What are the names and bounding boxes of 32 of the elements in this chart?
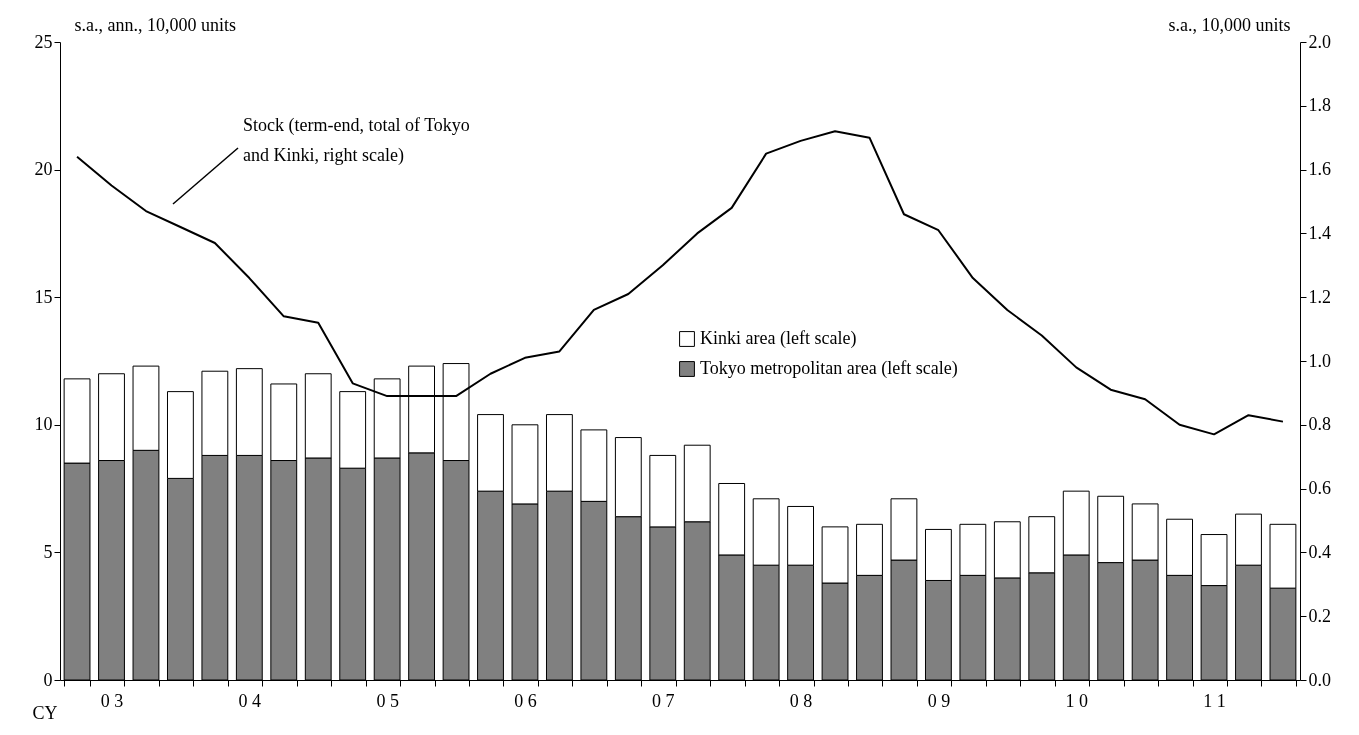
legend-label: Kinki area (left scale)	[700, 328, 857, 349]
x-tick-label: 0 4	[238, 690, 262, 711]
annotation: Stock (term-end, total of Tokyo and Kinki, right scale)	[243, 115, 470, 166]
y2-tick-label: 1.0	[1308, 350, 1331, 371]
y-tick-label: 10	[34, 414, 53, 435]
y-tick-label: 25	[34, 31, 53, 52]
y2-axis-title: s.a., 10,000 units	[1168, 14, 1291, 35]
y2-tick-label: 1.2	[1308, 286, 1331, 307]
x-tick-label: 0 8	[789, 690, 813, 711]
y-axis-title: s.a., ann., 10,000 units	[74, 14, 236, 35]
y2-tick-label: 1.6	[1308, 159, 1331, 180]
y-tick-label: 5	[43, 541, 53, 562]
y2-tick-label: 0.0	[1308, 669, 1331, 690]
x-tick-label: 0 9	[927, 690, 951, 711]
x-tick-label: 0 6	[514, 690, 537, 711]
x-tick-label: 0 3	[100, 690, 124, 711]
x-tick-label: 1 0	[1065, 690, 1088, 711]
x-tick-label: 0 7	[652, 690, 675, 711]
y2-tick-label: 2.0	[1308, 31, 1331, 52]
y2-tick-label: 0.8	[1308, 414, 1331, 435]
y2-tick-label: 1.8	[1308, 95, 1331, 116]
x-tick-label: 0 5	[376, 690, 399, 711]
y-tick-label: 20	[34, 159, 53, 180]
y2-tick-label: 1.4	[1308, 222, 1331, 243]
y2-tick-label: 0.4	[1308, 541, 1331, 562]
y2-tick-label: 0.6	[1308, 478, 1331, 499]
legend-label: Tokyo metropolitan area (left scale)	[700, 358, 958, 379]
x-axis-title: CY	[32, 702, 58, 723]
y-tick-label: 0	[43, 669, 53, 690]
y-tick-label: 15	[34, 286, 53, 307]
y2-tick-label: 0.2	[1308, 605, 1331, 626]
x-tick-label: 1 1	[1203, 690, 1226, 711]
